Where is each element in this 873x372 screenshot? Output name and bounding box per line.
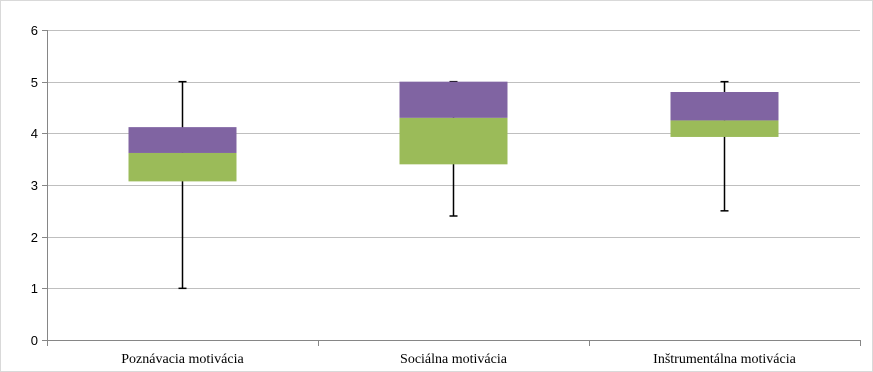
label-layer: 0 1 2 3 4 5 6 Poznávacia motivácia Sociálna moti… (31, 23, 797, 367)
axis-layer (42, 30, 861, 346)
y-tick-label-1: 1 (31, 281, 38, 296)
box-upper-1 (399, 81, 508, 118)
x-category-label-0: Poznávacia motivácia (121, 352, 244, 367)
y-tick-label-6: 6 (31, 23, 38, 38)
y-tick-label-4: 4 (31, 126, 38, 141)
x-category-label-1: Sociálna motivácia (400, 352, 508, 367)
y-tick-label-0: 0 (31, 333, 38, 348)
y-tick-label-5: 5 (31, 75, 38, 90)
y-tick-label-2: 2 (31, 230, 38, 245)
box-lower-1 (399, 117, 508, 165)
y-tick-label-3: 3 (31, 178, 38, 193)
x-category-label-2: Inštrumentálna motivácia (653, 352, 796, 367)
box-upper-2 (670, 92, 779, 121)
box-layer (128, 80, 779, 290)
box-lower-2 (670, 120, 779, 137)
box-lower-0 (128, 152, 237, 182)
box-upper-0 (128, 127, 237, 153)
